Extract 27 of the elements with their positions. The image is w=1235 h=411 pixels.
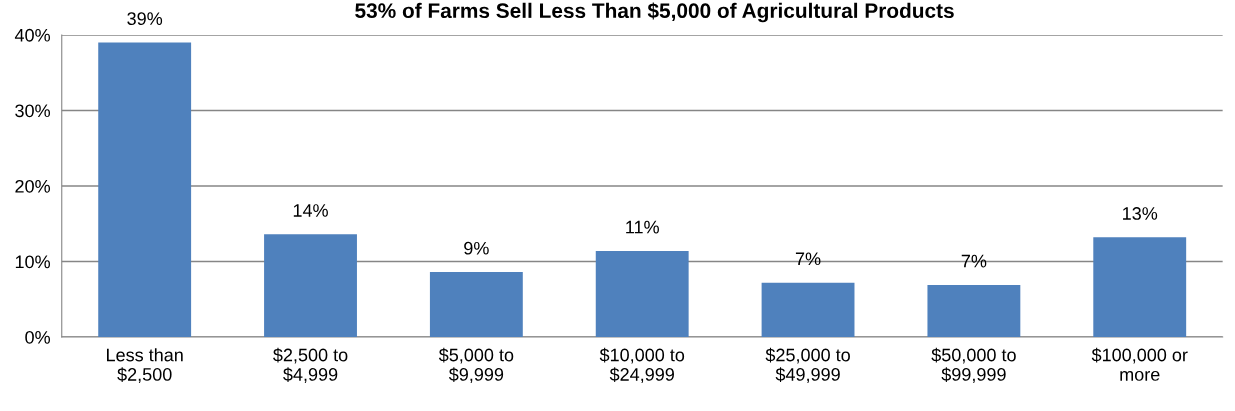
y-tick-label: 20%	[15, 179, 50, 193]
bar	[595, 250, 689, 338]
x-tick-label: $25,000 to $49,999	[765, 347, 850, 383]
y-tick-label: 30%	[15, 104, 50, 118]
data-label: 14%	[293, 204, 328, 217]
chart-title: 53% of Farms Sell Less Than $5,000 of Agricultural Products	[355, 2, 954, 23]
data-label: 11%	[626, 220, 659, 234]
bar	[98, 42, 192, 338]
y-tick-label: 0%	[25, 330, 50, 344]
bar	[761, 282, 855, 338]
data-label: 39%	[127, 12, 163, 26]
y-tick-label: 40%	[14, 28, 50, 42]
bar	[1093, 237, 1187, 338]
bar	[927, 284, 1021, 338]
x-tick-label: $50,000 to $99,999	[931, 347, 1016, 383]
y-tick-label: 10%	[15, 255, 50, 269]
data-label: 7%	[795, 252, 821, 266]
x-tick-label: $2,500 to $4,999	[273, 347, 348, 383]
x-tick-label: $10,000 to $24,999	[599, 347, 685, 383]
x-tick-label: $100,000 or more	[1091, 347, 1188, 381]
x-tick-label: Less than $2,500	[107, 348, 183, 383]
bar	[264, 234, 357, 338]
data-label: 7%	[961, 254, 987, 268]
data-label: 13%	[1123, 207, 1158, 220]
x-tick-label: $5,000 to $9,999	[438, 347, 514, 383]
data-label: 9%	[464, 241, 489, 255]
bar	[429, 272, 523, 338]
